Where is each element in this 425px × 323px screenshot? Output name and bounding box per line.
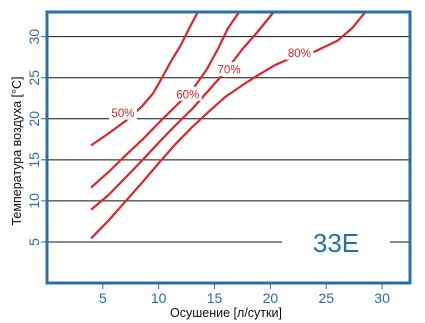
x-axis-label: Осушение [л/сутки] <box>170 306 282 320</box>
y-tick-label: 10 <box>26 193 42 209</box>
x-tick-label: 25 <box>318 290 334 306</box>
x-tick-labels: 5 10 15 20 25 30 <box>99 283 390 306</box>
x-tick-label: 20 <box>263 290 279 306</box>
series-label-background <box>285 45 314 60</box>
model-label-background <box>282 226 390 260</box>
plot-frame <box>45 10 412 285</box>
y-tick-label: 30 <box>26 29 42 45</box>
series-line-70 <box>90 10 275 211</box>
y-tick-label: 5 <box>26 238 42 246</box>
x-tick-label: 30 <box>374 290 390 306</box>
y-axis-label: Температура воздуха [°C] <box>10 77 24 226</box>
series-label-background <box>215 62 244 77</box>
y-tick-label: 25 <box>26 70 42 86</box>
series-label-80: 80% <box>288 48 311 60</box>
y-tick-labels: 5 10 15 20 25 30 <box>26 29 47 246</box>
x-tick-label: 10 <box>151 290 167 306</box>
model-label: 33E <box>313 228 359 258</box>
series-label-50: 50% <box>111 108 134 120</box>
x-tick-label: 5 <box>99 290 107 306</box>
series-line-80 <box>90 10 367 239</box>
series-label-70: 70% <box>218 65 241 77</box>
y-tick-label: 20 <box>26 111 42 127</box>
y-tick-label: 15 <box>26 152 42 168</box>
series-label-background <box>173 86 202 101</box>
series-label-60: 60% <box>176 89 199 101</box>
x-tick-label: 15 <box>207 290 223 306</box>
series-line-60 <box>90 10 241 188</box>
series-curves <box>90 10 367 239</box>
series-label-background <box>108 105 137 120</box>
series-line-50 <box>90 10 199 147</box>
series-labels: 50% 60% 70% 80% <box>108 45 314 120</box>
